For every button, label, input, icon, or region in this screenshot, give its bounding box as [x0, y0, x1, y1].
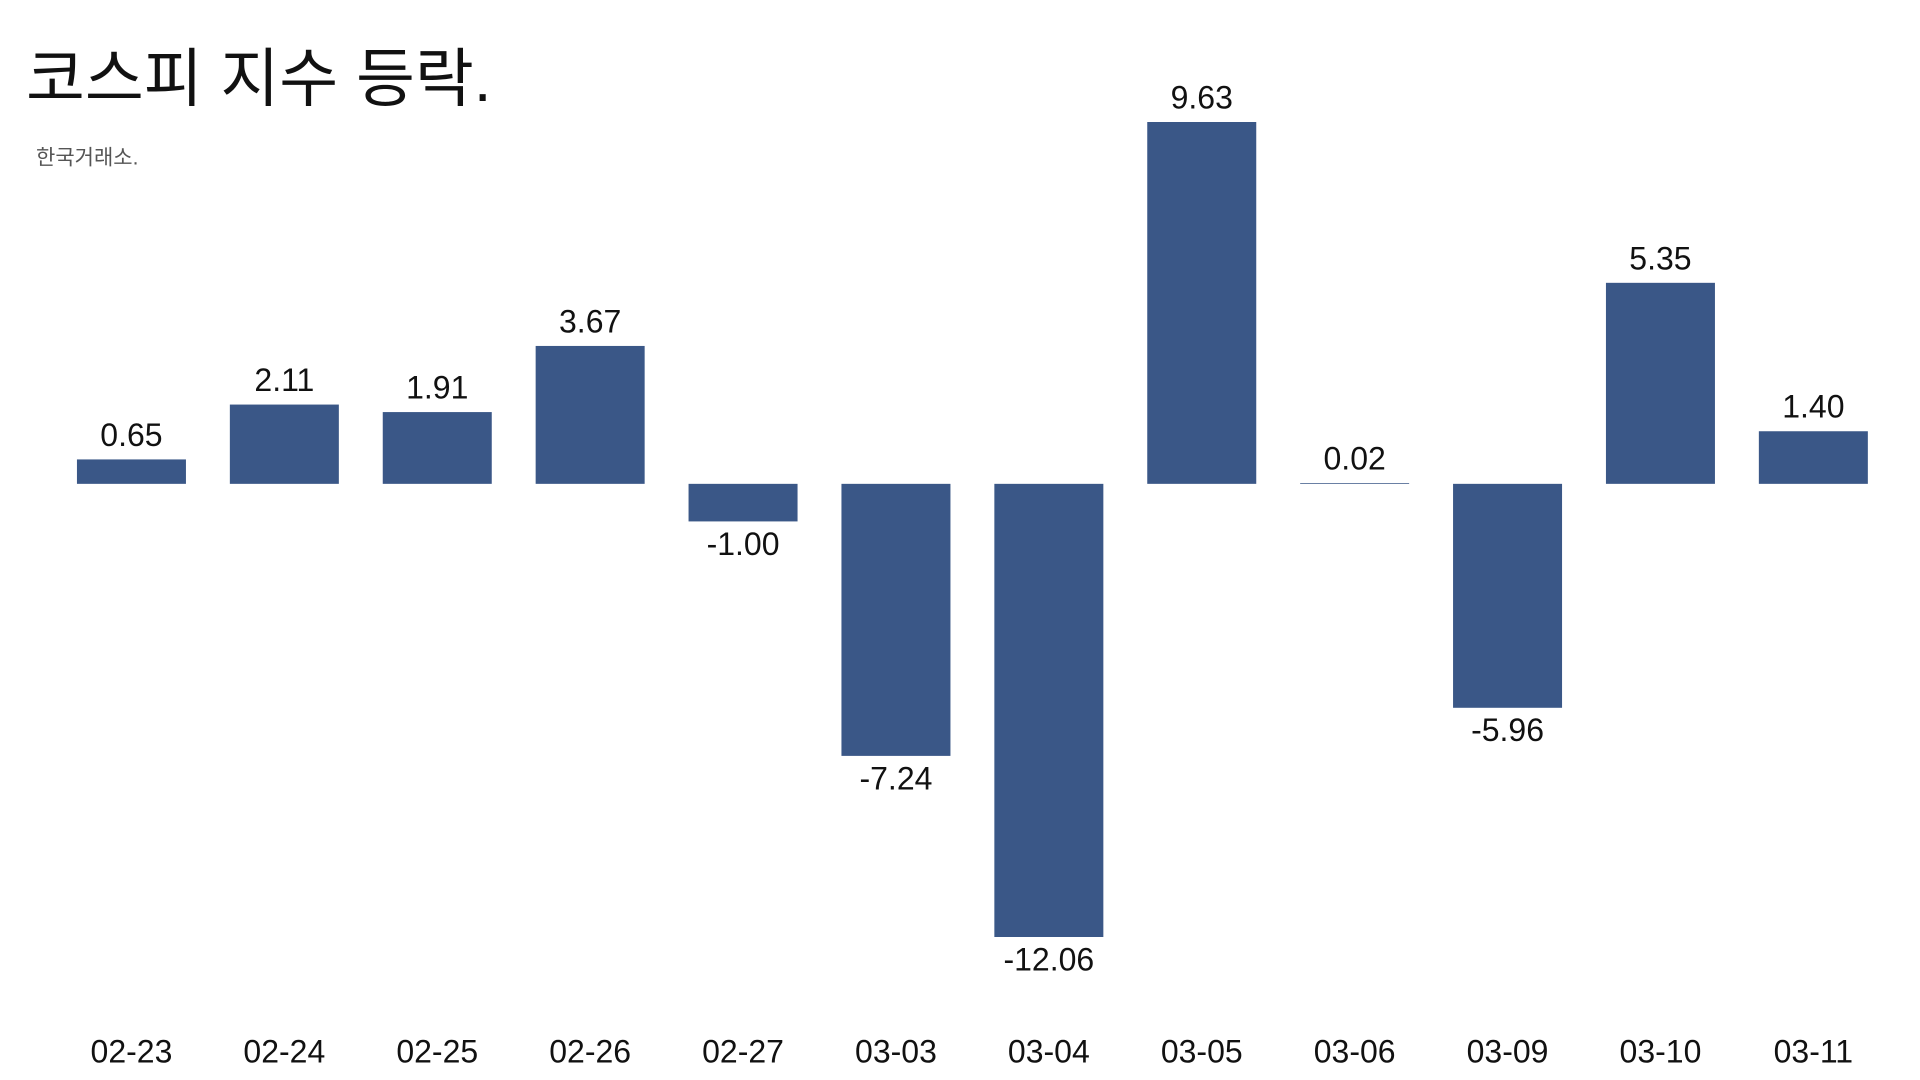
x-tick-label: 03-03: [855, 1033, 937, 1069]
value-label: -5.96: [1471, 712, 1544, 748]
value-label: 0.02: [1324, 441, 1386, 477]
value-label: 1.40: [1782, 389, 1844, 425]
value-label: 3.67: [559, 303, 621, 339]
x-tick-label: 03-09: [1467, 1033, 1549, 1069]
x-tick-label: 02-27: [702, 1033, 784, 1069]
x-tick-label: 03-11: [1774, 1033, 1853, 1069]
bar: [994, 483, 1104, 937]
chart-subtitle: 한국거래소.: [36, 147, 138, 170]
bar: [382, 412, 492, 484]
x-tick-label: 02-24: [243, 1033, 325, 1069]
bar: [841, 483, 951, 756]
x-tick-label: 03-05: [1161, 1033, 1243, 1069]
x-tick-label: 02-23: [91, 1033, 173, 1069]
x-tick-label: 03-10: [1620, 1033, 1702, 1069]
bar: [1147, 122, 1257, 484]
bar: [1453, 483, 1563, 708]
chart-title: 코스피 지수 등락.: [26, 43, 492, 115]
value-label: -1.00: [707, 526, 780, 562]
value-label: 0.65: [100, 417, 162, 453]
value-label: 2.11: [254, 362, 314, 398]
bar: [1605, 282, 1715, 484]
x-tick-label: 03-06: [1314, 1033, 1396, 1069]
bar: [688, 483, 798, 522]
bar: [1300, 483, 1410, 484]
value-label: -12.06: [1003, 941, 1094, 977]
value-label: 1.91: [406, 370, 468, 406]
x-tick-label: 02-25: [396, 1033, 478, 1069]
value-label: 9.63: [1171, 79, 1233, 115]
value-label: -7.24: [859, 760, 932, 796]
bar: [229, 404, 339, 484]
bar: [535, 345, 645, 484]
bar: [1758, 431, 1868, 484]
x-tick-label: 02-26: [549, 1033, 631, 1069]
x-tick-label: 03-04: [1008, 1033, 1090, 1069]
bar: [76, 459, 186, 484]
value-label: 5.35: [1629, 240, 1691, 276]
